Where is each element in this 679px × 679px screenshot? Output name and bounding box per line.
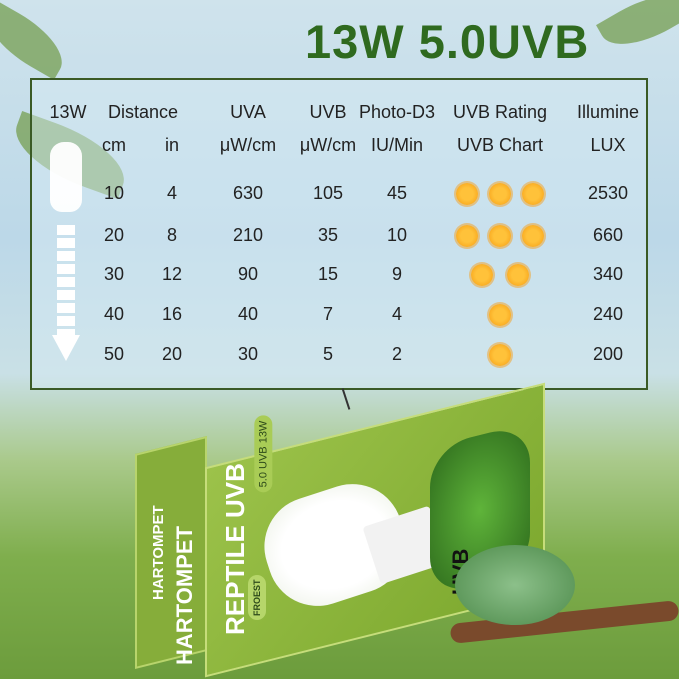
chameleon-image: [455, 545, 575, 625]
sun-rating-icon: [507, 264, 529, 286]
column-subheader: IU/Min: [370, 135, 424, 155]
sun-rating-icon: [522, 225, 544, 247]
cell-in: 20: [161, 344, 183, 364]
sun-rating-icon: [489, 183, 511, 205]
column-subheader: cm: [102, 135, 126, 155]
wattage-badge: 5.0 UVB 13W: [254, 415, 273, 493]
cell-lux: 2530: [587, 183, 629, 203]
cell-in: 4: [166, 183, 178, 203]
cell-uva: 90: [237, 264, 259, 284]
box-brand: HARTOMPET: [172, 526, 197, 665]
column-subheader: LUX: [590, 135, 626, 155]
distance-arrow-icon: [57, 225, 75, 335]
cell-lux: 340: [592, 264, 624, 284]
cell-uvb: 15: [317, 264, 339, 284]
box-product-name: REPTILE UVB: [220, 463, 250, 635]
cell-in: 8: [166, 225, 178, 245]
froest-logo: FROEST: [248, 575, 266, 620]
column-header: 13W: [49, 102, 87, 122]
cell-photo-d3: 45: [386, 183, 408, 203]
sun-rating-icon: [456, 183, 478, 205]
column-subheader: UVB Chart: [456, 135, 544, 155]
cell-cm: 20: [103, 225, 125, 245]
column-subheader: μW/cm: [219, 135, 277, 155]
cell-lux: 660: [592, 225, 624, 245]
cell-uvb: 7: [322, 304, 334, 324]
cell-cm: 30: [103, 264, 125, 284]
column-header: Photo-D3: [358, 102, 436, 122]
column-header: UVB: [309, 102, 347, 122]
leaf-decoration: [596, 0, 679, 60]
cell-uva: 210: [232, 225, 264, 245]
cell-in: 12: [161, 264, 183, 284]
sun-rating-icon: [522, 183, 544, 205]
leaf-decoration: [0, 0, 74, 80]
bulb-icon: [50, 142, 82, 212]
uvb-table-panel: [30, 78, 648, 390]
cell-uvb: 105: [312, 183, 344, 203]
cell-cm: 10: [103, 183, 125, 203]
cell-photo-d3: 10: [386, 225, 408, 245]
cell-cm: 50: [103, 344, 125, 364]
arrow-down-icon: [52, 335, 80, 361]
cell-uvb: 35: [317, 225, 339, 245]
cell-uva: 630: [232, 183, 264, 203]
cell-lux: 200: [592, 344, 624, 364]
cell-photo-d3: 9: [391, 264, 403, 284]
cell-uva: 30: [237, 344, 259, 364]
column-header: Distance: [107, 102, 179, 122]
sun-rating-icon: [471, 264, 493, 286]
cell-in: 16: [161, 304, 183, 324]
sun-rating-icon: [489, 344, 511, 366]
cell-uvb: 5: [322, 344, 334, 364]
cell-uva: 40: [237, 304, 259, 324]
cell-lux: 240: [592, 304, 624, 324]
box-side-brand: HARTOMPET: [150, 505, 167, 600]
column-header: UVB Rating: [452, 102, 548, 122]
column-header: Illumine: [576, 102, 640, 122]
sun-rating-icon: [456, 225, 478, 247]
column-subheader: μW/cm: [299, 135, 357, 155]
cell-photo-d3: 4: [391, 304, 403, 324]
page-title: 13W 5.0UVB: [305, 15, 590, 68]
sun-rating-icon: [489, 304, 511, 326]
column-subheader: in: [164, 135, 180, 155]
cell-photo-d3: 2: [391, 344, 403, 364]
column-header: UVA: [230, 102, 266, 122]
cell-cm: 40: [103, 304, 125, 324]
sun-rating-icon: [489, 225, 511, 247]
